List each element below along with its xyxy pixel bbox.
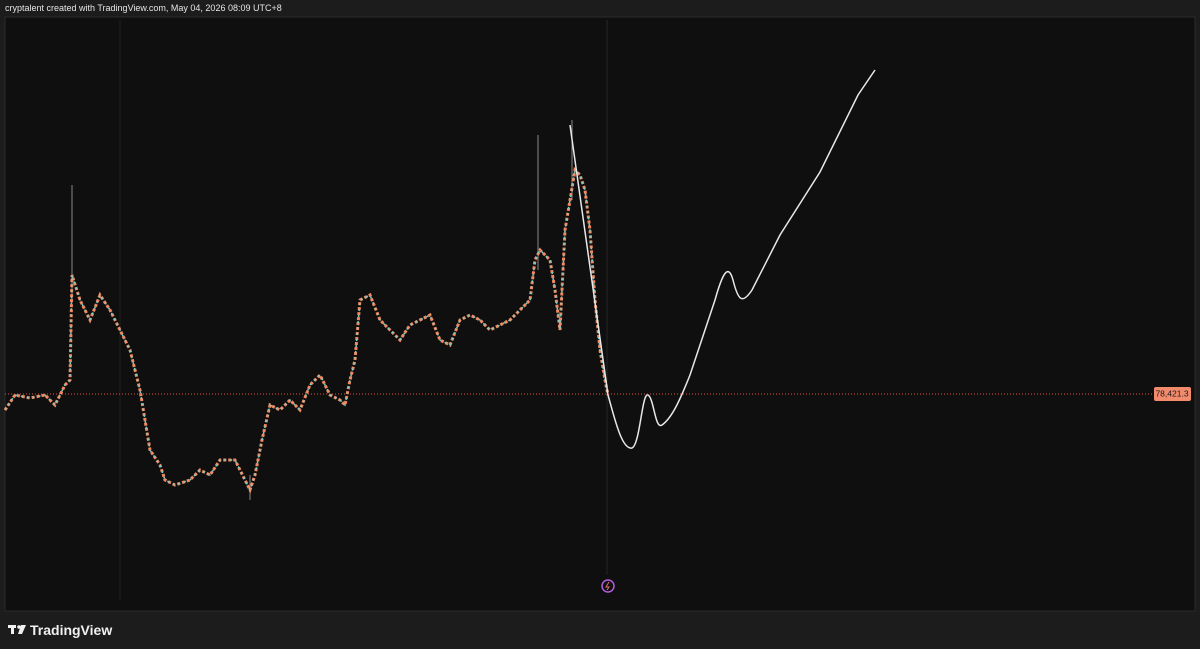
price-label: 78,421.3 [1155, 388, 1188, 398]
brand-name: TradingView [30, 622, 113, 638]
price-candles [3, 166, 610, 494]
event-icon-bolt [605, 581, 610, 591]
price-candles-up [4, 168, 609, 492]
logo [8, 625, 26, 634]
price-tag [1154, 387, 1191, 401]
event-icon[interactable] [601, 579, 615, 593]
chart-pane [4, 16, 1196, 612]
drawn-projection [569, 69, 876, 449]
header-caption: cryptalent created with TradingView.com,… [5, 3, 282, 13]
